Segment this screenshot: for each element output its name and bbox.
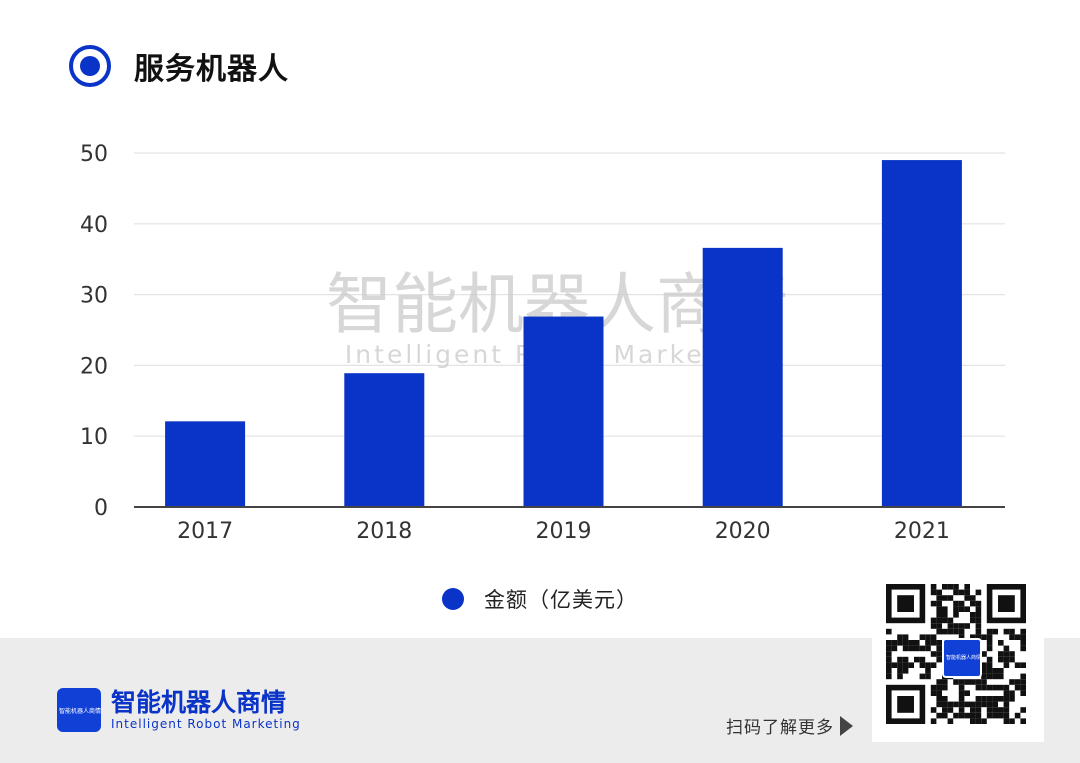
page-header: 服务机器人 xyxy=(68,44,289,88)
x-tick-label: 2018 xyxy=(356,519,412,544)
legend-label: 金额（亿美元） xyxy=(484,588,638,612)
x-tick-label: 2021 xyxy=(894,519,950,544)
bar xyxy=(344,373,425,507)
qr-code[interactable]: 智能机器人商情 xyxy=(872,578,1044,742)
x-tick-label: 2020 xyxy=(715,519,771,544)
bar-chart: 智能机器人商情 Intelligent Robot Marketing 0102… xyxy=(80,142,1005,544)
brand-subtitle: Intelligent Robot Marketing xyxy=(111,717,301,731)
bar xyxy=(702,247,783,507)
y-tick-label: 50 xyxy=(80,142,108,167)
grid-layer xyxy=(134,152,1005,437)
chart-legend: 金额（亿美元） xyxy=(442,584,638,614)
legend-swatch xyxy=(442,588,464,610)
y-tick-label: 10 xyxy=(80,425,108,450)
y-tick-label: 40 xyxy=(80,213,108,238)
scan-more-label: 扫码了解更多 xyxy=(726,718,834,738)
page-title: 服务机器人 xyxy=(134,52,289,87)
x-tick-label: 2019 xyxy=(536,519,592,544)
axis-layer: 0 10 20 30 40 50 2017 2018 2019 2020 2021 xyxy=(80,142,1005,544)
qr-logo-icon: 智能机器人商情 xyxy=(942,638,982,678)
y-tick-label: 0 xyxy=(94,496,108,521)
brand-logo-text: 智能机器人商情 xyxy=(59,708,102,715)
bar xyxy=(881,160,962,507)
brand-logo-icon: 智能机器人商情 xyxy=(57,688,101,732)
play-arrow-icon xyxy=(840,715,853,736)
qr-code-icon xyxy=(885,584,1026,724)
bar-layer xyxy=(165,160,962,507)
bar xyxy=(523,316,604,507)
bar xyxy=(165,421,246,507)
x-tick-label: 2017 xyxy=(177,519,233,544)
brand-name: 智能机器人商情 xyxy=(111,688,287,717)
y-tick-label: 20 xyxy=(80,354,108,379)
brand-block: 智能机器人商情 智能机器人商情 Intelligent Robot Market… xyxy=(57,688,301,732)
y-tick-label: 30 xyxy=(80,284,108,309)
scan-more-link[interactable]: 扫码了解更多 xyxy=(726,713,853,738)
radio-target-icon xyxy=(69,45,111,87)
qr-logo-text: 智能机器人商情 xyxy=(946,655,982,661)
